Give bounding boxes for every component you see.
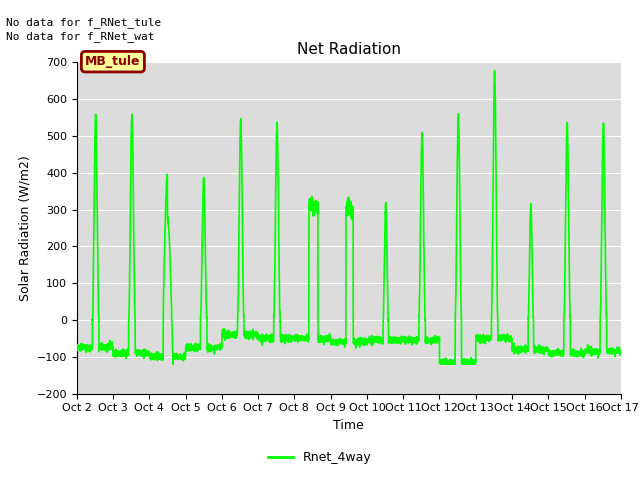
Text: MB_tule: MB_tule — [85, 55, 141, 68]
Text: No data for f_RNet_tule: No data for f_RNet_tule — [6, 17, 162, 28]
Y-axis label: Solar Radiation (W/m2): Solar Radiation (W/m2) — [18, 155, 31, 301]
Text: No data for f_RNet_wat: No data for f_RNet_wat — [6, 31, 155, 42]
X-axis label: Time: Time — [333, 419, 364, 432]
Title: Net Radiation: Net Radiation — [297, 42, 401, 57]
Legend: Rnet_4way: Rnet_4way — [263, 446, 377, 469]
